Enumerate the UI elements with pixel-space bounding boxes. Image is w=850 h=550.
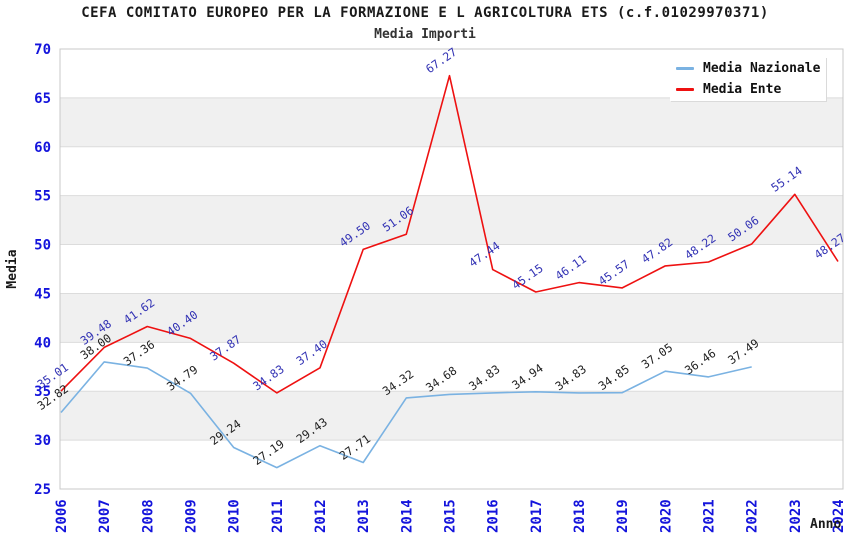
point-label: 34.94	[509, 361, 545, 392]
y-tick-label: 55	[34, 189, 51, 205]
chart-subtitle: Media Importi	[374, 27, 476, 42]
y-tick-label: 40	[34, 335, 51, 351]
x-tick-label: 2009	[184, 499, 200, 533]
chart-title: CEFA COMITATO EUROPEO PER LA FORMAZIONE …	[81, 5, 769, 21]
point-label: 55.14	[768, 163, 804, 194]
y-tick-label: 25	[34, 482, 51, 498]
y-tick-label: 65	[34, 91, 51, 107]
x-tick-label: 2007	[97, 499, 113, 533]
y-tick-label: 45	[34, 286, 51, 302]
x-tick-label: 2015	[443, 499, 459, 533]
x-tick-label: 2006	[54, 499, 70, 533]
x-tick-label: 2014	[399, 499, 415, 533]
plot-band	[60, 293, 843, 343]
x-tick-label: 2019	[615, 499, 631, 533]
media-ente-line-swatch	[676, 88, 694, 91]
x-tick-label: 2011	[270, 499, 286, 533]
y-tick-label: 30	[34, 433, 51, 449]
plot-band	[60, 195, 843, 245]
point-label: 34.83	[250, 362, 286, 393]
point-label: 46.11	[553, 252, 589, 283]
legend-item-media-ente: Media Ente	[676, 82, 826, 97]
y-tick-label: 60	[34, 140, 51, 156]
x-tick-label: 2016	[486, 499, 502, 533]
plot-band	[60, 391, 843, 441]
x-axis-label: Anno	[810, 517, 841, 532]
x-tick-label: 2022	[745, 499, 761, 533]
plot-band	[60, 97, 843, 147]
y-tick-label: 70	[34, 42, 51, 58]
series-line-media-ente	[60, 74, 839, 394]
point-label: 45.57	[596, 257, 632, 288]
y-tick-label: 50	[34, 238, 51, 254]
x-tick-label: 2018	[572, 499, 588, 533]
media-nazionale-line-swatch	[676, 67, 694, 70]
x-tick-label: 2012	[313, 499, 329, 533]
x-tick-label: 2023	[788, 499, 804, 533]
point-label: 34.83	[466, 362, 502, 393]
x-tick-label: 2024	[831, 499, 847, 533]
y-axis-label: Media	[5, 249, 20, 288]
legend-label: Media Ente	[703, 82, 782, 97]
point-label: 34.83	[553, 362, 589, 393]
x-tick-label: 2017	[529, 499, 545, 533]
point-label: 34.85	[596, 362, 632, 393]
x-tick-label: 2010	[227, 499, 243, 533]
x-tick-label: 2013	[356, 499, 372, 533]
point-label: 37.05	[639, 340, 675, 371]
point-label: 36.46	[682, 346, 718, 377]
legend-item-media-nazionale: Media Nazionale	[676, 61, 826, 76]
x-tick-label: 2020	[658, 499, 674, 533]
series-line-media-nazionale	[60, 361, 752, 469]
x-tick-label: 2008	[140, 499, 156, 533]
y-tick-label: 35	[34, 384, 51, 400]
plot-frame	[59, 48, 844, 490]
chart-legend: Media Nazionale Media Ente	[670, 57, 826, 101]
legend-label: Media Nazionale	[703, 61, 821, 76]
x-tick-label: 2021	[702, 499, 718, 533]
point-label: 34.68	[423, 363, 459, 394]
